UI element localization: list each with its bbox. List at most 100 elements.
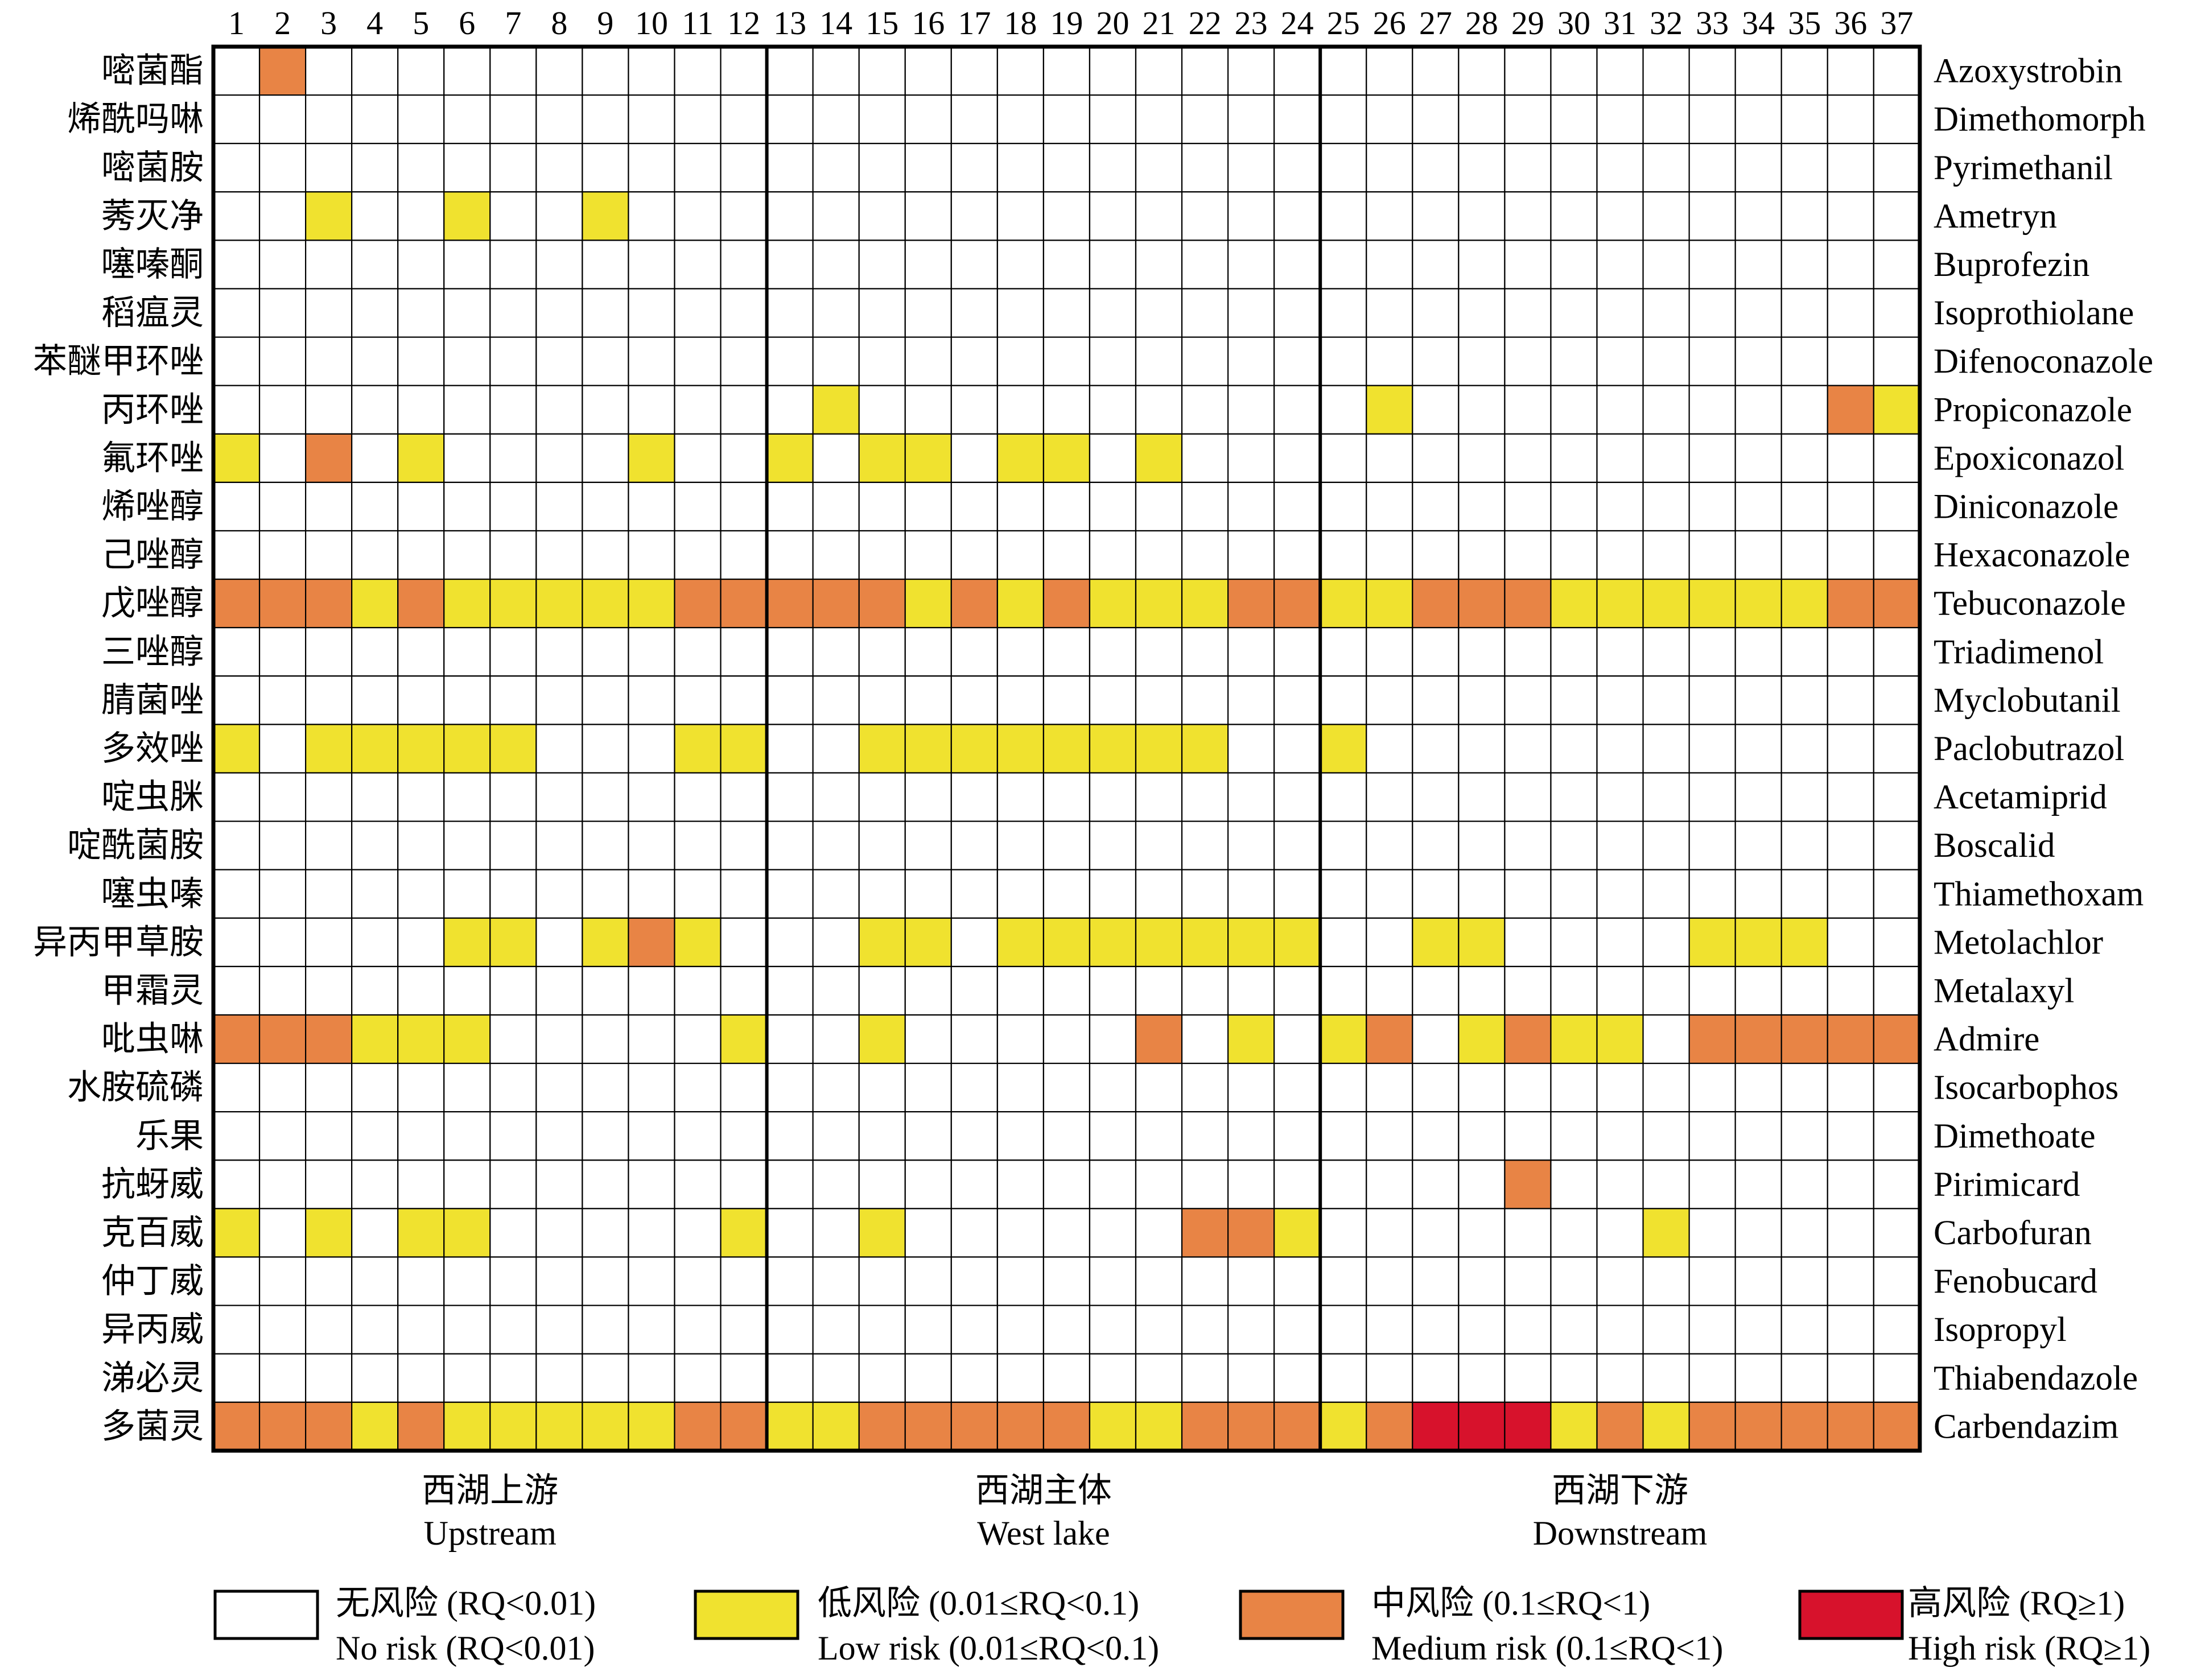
heatmap-cell [489,1111,537,1161]
heatmap-cell [1642,143,1690,193]
heatmap-cell [351,1305,399,1355]
heatmap-cell [582,627,629,677]
row-label-en: Dimethoate [1934,1117,2096,1155]
heatmap-cell [582,1256,629,1306]
row-label-cn: 稻瘟灵 [101,294,204,332]
heatmap-cell [397,578,445,629]
heatmap-cell [1827,191,1874,241]
heatmap-cell [628,1401,675,1452]
heatmap-cell [1412,46,1460,96]
heatmap-cell [1596,1305,1644,1355]
heatmap-cell [858,675,906,725]
heatmap-cell [766,675,814,725]
heatmap-cell [950,1208,998,1258]
heatmap-cell [1089,1159,1137,1210]
heatmap-cell [1596,675,1644,725]
heatmap-cell [489,578,537,629]
heatmap-cell [1780,530,1828,580]
heatmap-cell [397,917,445,968]
heatmap-cell [258,481,307,532]
heatmap-cell [1412,1401,1460,1452]
heatmap-cell [858,46,906,96]
heatmap-cell [1042,1159,1091,1210]
heatmap-cell [904,1353,952,1403]
heatmap-cell [720,724,768,774]
heatmap-cell [1366,433,1413,483]
row-label-en: Buprofezin [1934,246,2089,284]
heatmap-cell [812,965,860,1016]
heatmap-cell [858,627,906,677]
heatmap-cell [1780,965,1828,1016]
heatmap-cell [1089,1401,1137,1452]
heatmap-cell [1227,94,1275,145]
heatmap-cell [1596,869,1644,919]
heatmap-cell [1550,724,1598,774]
heatmap-cell [1734,1111,1782,1161]
heatmap-cell [258,1159,307,1210]
heatmap-cell [443,1305,491,1355]
heatmap-cell [904,191,952,241]
heatmap-cell [812,433,860,483]
heatmap-cell [1227,1353,1275,1403]
row-label-en: Boscalid [1934,827,2055,865]
heatmap-cell [1273,240,1321,290]
heatmap-cell [1135,627,1183,677]
heatmap-cell [1135,1014,1183,1064]
column-label: 3 [320,5,337,42]
heatmap-cell [443,191,491,241]
heatmap-cell [258,578,307,629]
heatmap-cell [1089,288,1137,338]
heatmap-cell [1873,530,1920,580]
heatmap-cell [1642,1208,1690,1258]
heatmap-cell [1504,288,1552,338]
heatmap-cell [1873,143,1920,193]
heatmap-cell [1873,433,1920,483]
heatmap-cell [1734,1401,1782,1452]
heatmap-cell [1089,917,1137,968]
heatmap-cell [489,1305,537,1355]
heatmap-cell [720,675,768,725]
heatmap-cell [1135,288,1183,338]
row-label-en: Dimethomorph [1934,101,2146,139]
heatmap-cell [582,288,629,338]
heatmap-cell [1780,917,1828,968]
row-label-en: Admire [1934,1021,2039,1059]
heatmap-cell [1596,1256,1644,1306]
heatmap-cell [304,965,353,1016]
heatmap-cell [950,1014,998,1064]
row-label-en: Carbendazim [1934,1407,2118,1446]
heatmap-cell [1780,1401,1828,1452]
heatmap-cell [1688,724,1736,774]
heatmap-cell [950,578,998,629]
heatmap-cell [766,530,814,580]
heatmap-cell [858,1353,906,1403]
heatmap-cell [858,1305,906,1355]
heatmap-cell [443,578,491,629]
heatmap-cell [443,1208,491,1258]
heatmap-cell [1596,530,1644,580]
heatmap-cell [258,1256,307,1306]
heatmap-cell [443,675,491,725]
heatmap-cell [1780,143,1828,193]
column-label: 2 [274,5,291,42]
heatmap-cell [1827,675,1874,725]
heatmap-cell [904,917,952,968]
heatmap-cell [628,240,675,290]
heatmap-cell [1780,1208,1828,1258]
heatmap-cell [1412,724,1460,774]
column-label: 22 [1189,5,1222,42]
heatmap-cell [1458,433,1506,483]
heatmap-cell [1273,578,1321,629]
heatmap-cell [1596,772,1644,822]
column-label: 15 [865,5,898,42]
heatmap-cell [1734,675,1782,725]
heatmap-cell [1135,336,1183,386]
heatmap-cell [1780,1305,1828,1355]
heatmap-cell [1734,1062,1782,1113]
heatmap-cell [1550,143,1598,193]
heatmap-cell [1320,1208,1367,1258]
heatmap-cell [1827,772,1874,822]
heatmap-cell [1688,433,1736,483]
heatmap-cell [950,385,998,435]
heatmap-cell [1320,869,1367,919]
